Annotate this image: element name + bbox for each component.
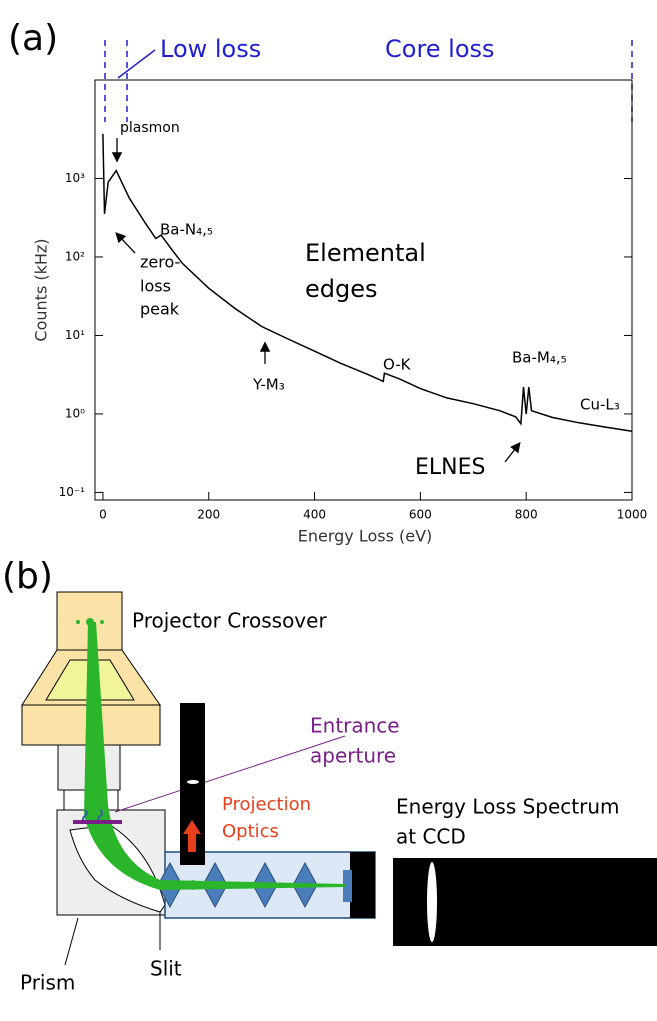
y-tick-label: 10³ [65, 171, 85, 185]
label: Projector Crossover [132, 609, 327, 633]
label: Prism [20, 971, 75, 995]
annotation: loss [140, 277, 171, 296]
x-tick-label: 200 [197, 508, 220, 522]
annotation: Cu-L₃ [580, 396, 620, 414]
label: Optics [222, 821, 279, 842]
x-tick-label: 0 [99, 508, 107, 522]
y-tick-label: 10⁻¹ [59, 485, 86, 499]
diagram-labels: Projector Crossover Entrance aperture Pr… [20, 609, 620, 995]
annotation: zero- [140, 253, 180, 272]
region-label: Core loss [385, 35, 495, 63]
annotation: plasmon [120, 120, 180, 136]
annotation: O-K [383, 356, 412, 374]
y-tick-label: 10¹ [65, 328, 85, 342]
annotation: peak [140, 300, 180, 319]
spectrum-line [102, 133, 633, 433]
y-tick-label: 10⁰ [65, 406, 85, 420]
annotation: Elemental [305, 239, 426, 267]
x-tick-label: 1000 [617, 508, 648, 522]
annotation: Y-M₃ [252, 376, 285, 394]
annotation-arrows [111, 138, 521, 463]
region-pointer [117, 49, 156, 79]
x-tick-label: 600 [409, 508, 432, 522]
x-tick-label: 400 [303, 508, 326, 522]
annotation: ELNES [415, 455, 485, 480]
panel-label: (b) [2, 556, 53, 597]
label: Energy Loss Spectrum [396, 795, 620, 819]
annotation: edges [305, 275, 378, 303]
x-tick-label: 800 [515, 508, 538, 522]
y-tick-label: 10² [65, 249, 85, 263]
annotation: Ba-N₄,₅ [160, 221, 213, 239]
region-label: Low loss [160, 35, 261, 63]
label: aperture [310, 744, 396, 768]
plot-frame [94, 79, 633, 501]
annotation: Ba-M₄,₅ [512, 349, 567, 367]
y-axis-title: Counts (kHz) [32, 238, 51, 341]
x-axis-title: Energy Loss (eV) [298, 527, 433, 546]
label: Projection [222, 794, 311, 815]
panel-label: (a) [8, 18, 58, 59]
projector [21, 591, 657, 966]
label: Entrance [310, 714, 400, 738]
label: at CCD [396, 825, 466, 849]
label: Slit [150, 957, 182, 981]
